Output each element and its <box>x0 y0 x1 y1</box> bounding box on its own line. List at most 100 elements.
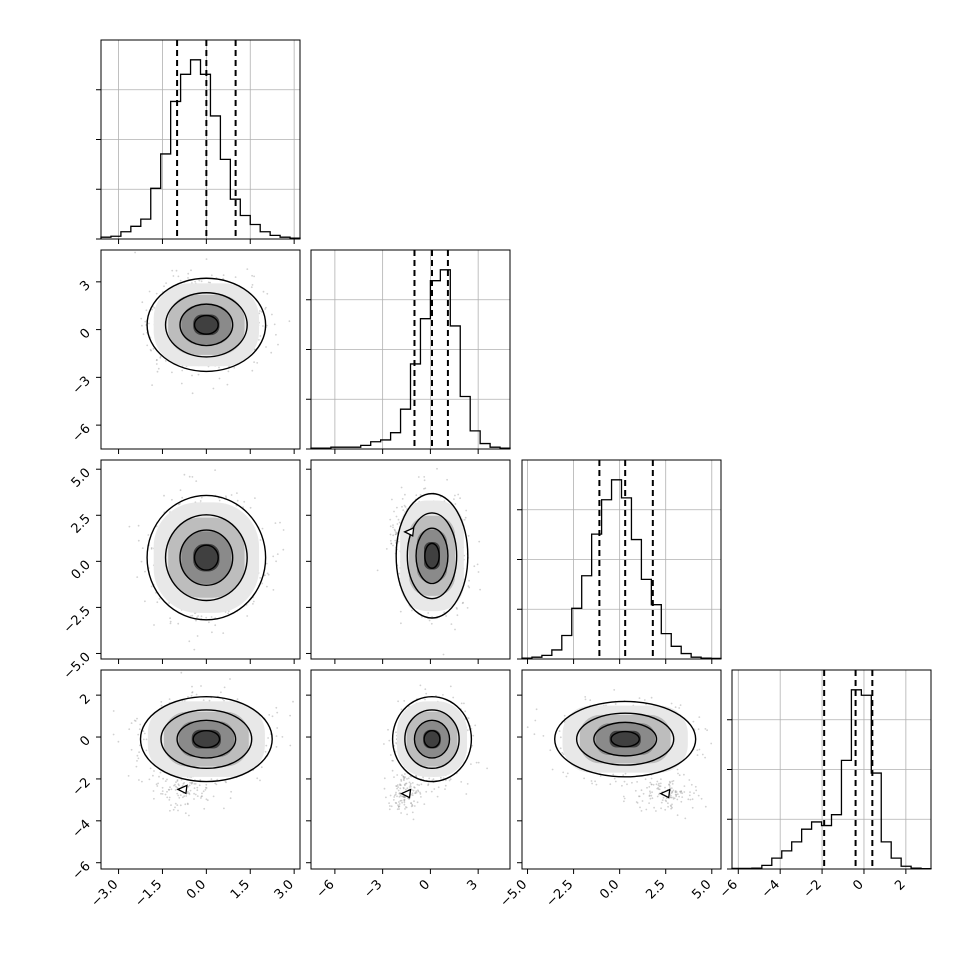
y-tick-label-2-3: −2.5 <box>61 604 94 637</box>
sample-point <box>188 792 191 795</box>
sample-point <box>156 785 159 787</box>
sample-point <box>144 570 146 573</box>
sample-point <box>391 769 394 772</box>
sample-point <box>308 332 310 334</box>
contour-2-0-2 <box>179 529 234 586</box>
sample-point <box>623 800 625 803</box>
sample-point <box>198 279 201 282</box>
sample-point <box>236 698 239 701</box>
sample-point <box>400 486 403 489</box>
panel-2-0: 5.02.50.0−2.5−5.0 <box>61 459 301 683</box>
sample-point <box>433 788 436 790</box>
x-tick-label-3-4: 2 <box>892 877 908 893</box>
sample-point <box>411 803 413 806</box>
sample-point <box>403 779 405 782</box>
sample-point <box>650 783 653 786</box>
sample-point <box>181 496 184 499</box>
sample-point <box>205 616 208 619</box>
sample-point <box>622 774 625 777</box>
sample-point <box>168 799 171 801</box>
sample-point <box>475 761 478 764</box>
sample-point <box>264 750 267 753</box>
sample-point <box>160 701 163 703</box>
sample-point <box>191 685 193 688</box>
sample-point <box>402 778 405 780</box>
sample-point <box>383 787 386 790</box>
sample-point <box>672 789 675 792</box>
sample-point <box>399 784 401 786</box>
density-layer-2-1 <box>376 467 481 656</box>
sample-point <box>266 324 268 327</box>
sample-point <box>252 600 255 603</box>
sample-point <box>643 699 646 701</box>
sample-point <box>660 778 662 781</box>
sample-point <box>393 528 396 531</box>
sample-point <box>243 500 246 503</box>
sample-point <box>186 790 189 793</box>
sample-point <box>534 719 537 722</box>
sample-point <box>222 274 225 277</box>
sample-point <box>150 349 153 352</box>
sample-point <box>183 795 186 798</box>
sample-point <box>168 698 171 700</box>
sample-point <box>455 606 458 609</box>
tail-contour-3-0 <box>176 784 188 795</box>
sample-point <box>194 793 197 796</box>
sample-point <box>468 579 470 582</box>
sample-point <box>256 777 259 780</box>
sample-point <box>147 322 150 325</box>
sample-point <box>258 339 260 341</box>
x-tick-label-0-4: 3.0 <box>272 877 297 902</box>
sample-point <box>395 791 397 794</box>
sample-point <box>389 539 392 542</box>
sample-point <box>282 529 285 531</box>
sample-point <box>395 785 398 787</box>
sample-point <box>400 799 403 802</box>
sample-point <box>467 535 470 537</box>
sample-point <box>559 747 562 750</box>
sample-point <box>175 781 177 784</box>
contour-3-1-0 <box>391 696 473 783</box>
sample-point <box>205 783 208 786</box>
sample-point <box>259 335 262 337</box>
sample-point <box>634 789 637 792</box>
sample-point <box>470 763 472 765</box>
sample-point <box>137 757 140 760</box>
histogram-0 <box>100 59 301 239</box>
sample-point <box>423 803 426 805</box>
sample-point <box>394 533 397 536</box>
sample-point <box>675 793 678 796</box>
sample-point <box>112 733 115 736</box>
sample-point <box>461 602 464 605</box>
sample-point <box>189 781 192 784</box>
sample-point <box>153 307 156 309</box>
sample-point <box>402 509 405 511</box>
sample-point <box>669 804 672 807</box>
sample-point <box>397 805 400 808</box>
sample-point <box>684 817 687 820</box>
sample-point <box>392 544 394 547</box>
sample-point <box>415 791 418 794</box>
sample-point <box>444 784 447 787</box>
sample-point <box>214 782 217 785</box>
sample-point <box>201 792 203 795</box>
sample-point <box>183 699 186 702</box>
sample-point <box>251 284 254 286</box>
sample-point <box>680 800 683 803</box>
sample-point <box>389 805 391 807</box>
sample-point <box>419 684 422 687</box>
sample-point <box>191 476 194 478</box>
sample-point <box>411 609 413 612</box>
sample-point <box>198 784 201 787</box>
sample-point <box>246 615 249 617</box>
panel-frame-2-0 <box>100 459 301 660</box>
contour-3-1-2 <box>413 719 451 759</box>
sample-point <box>412 789 415 792</box>
density-block-3-1-3 <box>423 729 441 749</box>
sample-point <box>176 780 179 782</box>
sample-point <box>444 788 446 790</box>
sample-point <box>442 694 444 696</box>
sample-point <box>137 539 140 542</box>
sample-point <box>153 624 155 626</box>
